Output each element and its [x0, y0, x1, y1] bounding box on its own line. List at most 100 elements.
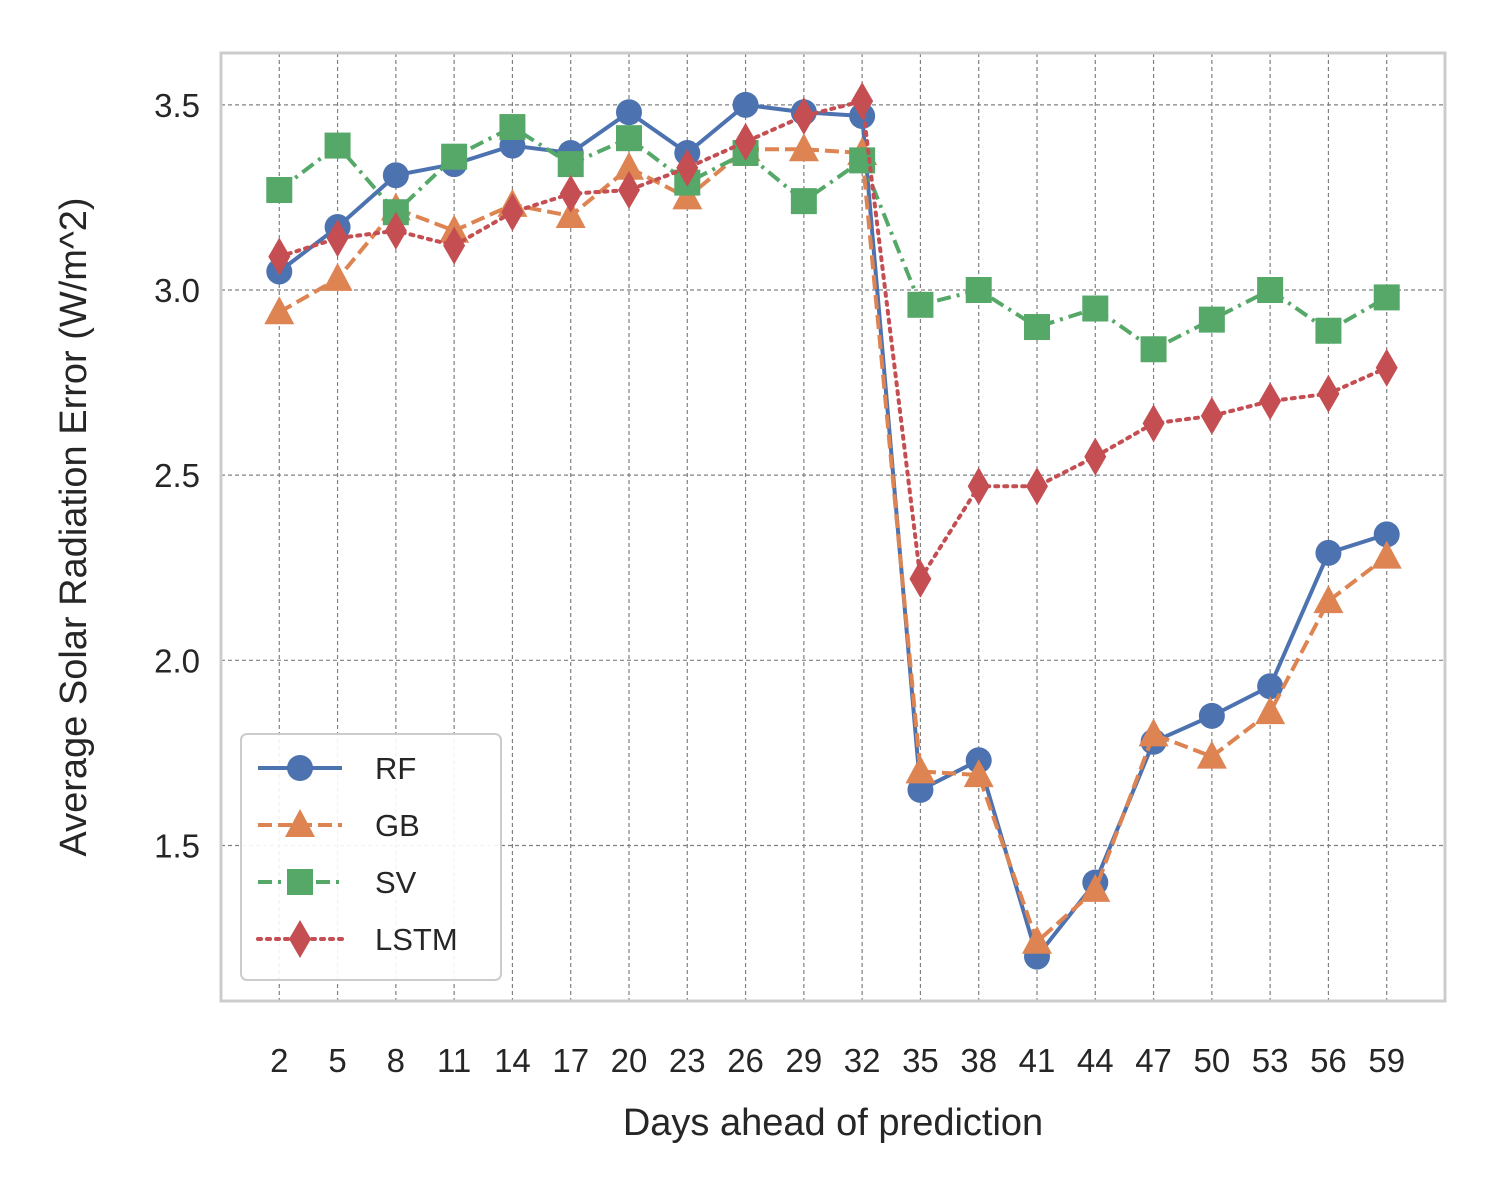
data-point-sv — [1082, 295, 1109, 322]
x-tick-label: 23 — [669, 1042, 706, 1079]
y-tick-label: 3.0 — [154, 272, 200, 309]
data-point-gb — [1022, 925, 1052, 954]
x-tick-label: 11 — [437, 1042, 471, 1079]
legend-marker — [287, 755, 313, 781]
data-point-lstm — [676, 148, 699, 187]
x-tick-label: 8 — [387, 1042, 405, 1079]
legend: RF GB SV LSTM — [240, 733, 502, 981]
x-tick-label: 59 — [1368, 1042, 1405, 1079]
data-point-lstm — [384, 211, 407, 250]
data-point-lstm — [792, 96, 815, 135]
x-tick-label: 5 — [328, 1042, 346, 1079]
data-point-lstm — [851, 82, 874, 121]
data-point-gb — [1255, 696, 1286, 725]
data-point-lstm — [559, 174, 582, 213]
x-tick-label: 47 — [1135, 1042, 1172, 1079]
data-point-sv — [441, 143, 468, 170]
y-axis-title: Average Solar Radiation Error (W/m^2) — [53, 197, 95, 856]
x-tick-label: 35 — [902, 1042, 939, 1079]
x-tick-label: 14 — [494, 1042, 531, 1079]
x-tick-label: 29 — [785, 1042, 822, 1079]
data-point-gb — [1196, 740, 1227, 769]
data-point-rf — [907, 776, 934, 803]
data-point-lstm — [1375, 348, 1398, 387]
legend-label: LSTM — [375, 922, 458, 957]
x-tick-label: 53 — [1252, 1042, 1289, 1079]
data-point-lstm — [326, 219, 349, 258]
legend-box — [240, 733, 502, 981]
x-tick-label: 44 — [1077, 1042, 1114, 1079]
series-lstm — [268, 82, 1398, 598]
data-point-lstm — [734, 122, 757, 161]
x-axis-title: Days ahead of prediction — [623, 1102, 1043, 1144]
data-point-sv — [266, 177, 293, 204]
series-line-gb — [278, 147, 1388, 944]
data-point-rf — [616, 99, 642, 126]
data-point-gb — [963, 759, 994, 788]
data-point-lstm — [1026, 467, 1048, 506]
data-point-rf — [1257, 673, 1284, 700]
legend-item-gb: GB — [258, 808, 420, 843]
legend-item-sv: SV — [258, 865, 417, 900]
x-tick-label: 56 — [1310, 1042, 1347, 1079]
x-tick-label: 32 — [844, 1042, 881, 1079]
data-point-lstm — [1084, 437, 1107, 476]
series-layer — [264, 82, 1402, 970]
x-tick-label: 20 — [611, 1042, 648, 1079]
data-point-gb — [1313, 585, 1344, 614]
x-tick-labels: 2 5 8 11 14 17 20 23 26 29 32 35 38 41 44 47 50 53 56 59 — [270, 1042, 1405, 1079]
x-tick-label: 2 — [270, 1042, 288, 1079]
x-tick-label: 50 — [1193, 1042, 1230, 1079]
data-point-sv — [616, 125, 642, 152]
data-point-sv — [1315, 317, 1342, 344]
x-tick-label: 38 — [960, 1042, 997, 1079]
y-tick-label: 3.5 — [154, 87, 200, 124]
y-tick-label: 1.5 — [154, 827, 200, 864]
y-tick-label: 2.0 — [154, 642, 200, 679]
data-point-lstm — [967, 467, 990, 506]
data-point-gb — [1138, 718, 1169, 747]
data-point-sv — [324, 132, 351, 159]
data-point-gb — [264, 296, 295, 325]
data-point-gb — [788, 133, 819, 162]
data-point-sv — [1257, 277, 1284, 303]
data-point-lstm — [443, 226, 466, 265]
legend-item-rf: RF — [258, 751, 416, 786]
data-point-sv — [965, 277, 992, 303]
data-point-sv — [1373, 284, 1400, 311]
x-tick-label: 26 — [727, 1042, 764, 1079]
data-point-gb — [905, 755, 936, 784]
x-tick-label: 17 — [552, 1042, 589, 1079]
data-point-gb — [1080, 873, 1111, 902]
data-point-gb — [322, 262, 353, 291]
plot-frame — [219, 51, 1447, 1003]
series-sv — [266, 114, 1400, 363]
data-point-lstm — [909, 559, 932, 598]
legend-label: SV — [375, 865, 417, 900]
y-tick-label: 2.5 — [154, 457, 200, 494]
data-point-sv — [557, 151, 584, 178]
data-point-rf — [1198, 702, 1225, 729]
data-point-lstm — [618, 171, 640, 210]
data-point-gb — [614, 151, 644, 180]
data-point-lstm — [1142, 404, 1165, 443]
data-point-rf — [732, 91, 759, 118]
legend-marker — [285, 809, 315, 837]
data-point-rf — [382, 162, 409, 189]
data-point-gb — [555, 199, 586, 228]
y-tick-labels: 1.5 2.0 2.5 3.0 3.5 — [154, 87, 200, 865]
data-point-lstm — [501, 193, 524, 232]
x-tick-label: 41 — [1019, 1042, 1056, 1079]
data-point-sv — [1024, 314, 1050, 341]
data-point-rf — [1315, 539, 1342, 566]
data-point-lstm — [268, 237, 291, 276]
data-point-sv — [1140, 336, 1167, 363]
data-point-lstm — [1200, 396, 1223, 435]
legend-marker — [287, 869, 313, 895]
legend-marker — [289, 920, 311, 958]
legend-label: GB — [375, 808, 420, 843]
data-point-sv — [499, 114, 526, 141]
data-point-lstm — [1259, 382, 1282, 421]
